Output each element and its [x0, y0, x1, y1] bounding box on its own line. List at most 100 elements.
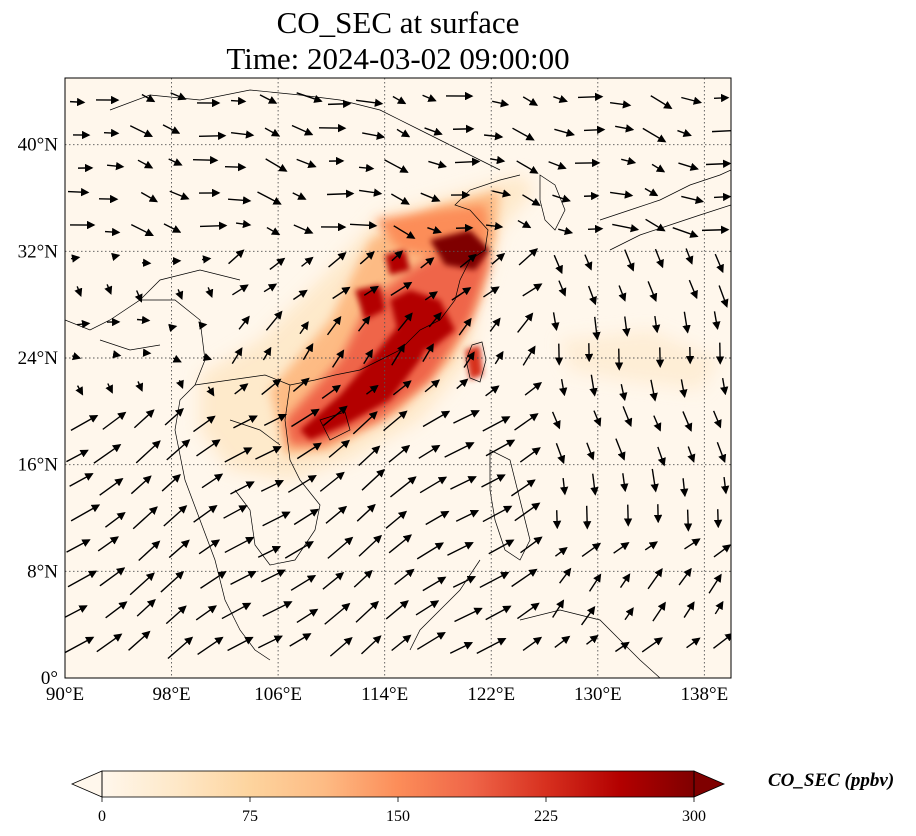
wind-arrow	[590, 473, 599, 496]
wind-arrow	[494, 350, 504, 365]
wind-arrow	[390, 193, 410, 205]
wind-arrow	[424, 291, 438, 301]
wind-arrow	[228, 249, 245, 265]
wind-arrow	[482, 416, 511, 432]
wind-arrow	[221, 602, 252, 620]
wind-arrow	[172, 354, 182, 363]
wind-arrow	[396, 128, 411, 138]
wind-vectors	[65, 91, 731, 660]
wind-arrow	[260, 480, 285, 492]
wind-arrow	[361, 468, 386, 491]
wind-arrow	[672, 226, 699, 238]
wind-arrow	[652, 601, 666, 622]
wind-arrow	[358, 534, 383, 557]
wind-arrow	[589, 374, 598, 397]
lat-tick-label: 16°N	[18, 455, 59, 476]
wind-arrow	[488, 539, 515, 555]
lat-tick-label: 0°	[41, 668, 58, 689]
wind-arrow	[353, 569, 373, 588]
wind-arrow	[162, 124, 181, 134]
wind-arrow	[365, 384, 379, 395]
wind-arrow	[463, 351, 475, 368]
wind-arrow	[319, 471, 345, 492]
wind-arrow	[587, 224, 604, 234]
wind-arrow	[424, 127, 443, 136]
wind-arrow	[592, 316, 601, 341]
wind-arrow	[326, 189, 355, 198]
wind-arrow	[511, 479, 536, 497]
wind-arrow	[586, 442, 595, 461]
wind-arrow	[197, 636, 224, 656]
wind-arrow	[284, 541, 314, 559]
wind-arrow	[232, 284, 249, 296]
wind-arrow	[392, 380, 412, 396]
wind-arrow	[551, 411, 561, 430]
wind-arrow	[223, 505, 248, 519]
wind-arrow	[130, 475, 152, 495]
wind-arrow	[712, 410, 722, 429]
wind-arrow	[302, 343, 314, 361]
wind-arrow	[644, 541, 658, 551]
wind-arrow	[388, 444, 411, 463]
wind-arrow	[614, 641, 630, 653]
wind-arrow	[492, 99, 510, 108]
wind-arrow	[69, 97, 86, 107]
wind-arrow	[522, 194, 541, 206]
wind-arrow	[681, 96, 703, 105]
wind-arrow	[363, 285, 379, 296]
wind-arrow	[265, 158, 288, 172]
lon-tick-label: 122°E	[467, 684, 515, 705]
wind-arrow	[514, 413, 539, 431]
wind-arrow	[193, 415, 216, 433]
wind-arrow	[644, 187, 659, 197]
wind-arrow	[67, 187, 90, 197]
wind-arrow	[106, 161, 125, 171]
wind-arrow	[175, 289, 184, 300]
wind-arrow	[454, 157, 481, 166]
wind-arrow	[136, 598, 156, 617]
wind-arrow	[679, 379, 688, 399]
wind-arrow	[169, 190, 190, 201]
wind-arrow	[481, 474, 506, 488]
wind-arrow	[654, 248, 664, 269]
wind-arrow	[517, 312, 534, 333]
lat-tick-label: 32°N	[18, 241, 59, 262]
wind-arrow	[104, 227, 121, 237]
wind-arrow	[322, 571, 345, 590]
wind-arrow	[681, 195, 705, 205]
wind-arrow	[552, 510, 562, 530]
wind-arrow	[235, 219, 252, 229]
wind-arrow	[713, 93, 730, 103]
colorbar-tick-label: 150	[386, 808, 410, 825]
wind-arrow	[393, 225, 416, 239]
wind-arrow	[682, 311, 691, 334]
wind-arrow	[322, 405, 348, 427]
wind-arrow	[128, 630, 151, 651]
wind-arrow	[262, 346, 272, 361]
wind-arrow	[456, 378, 469, 390]
wind-arrow	[683, 601, 695, 618]
wind-arrow	[716, 442, 727, 464]
wind-arrow	[583, 191, 600, 201]
wind-arrow	[70, 254, 81, 263]
wind-arrow	[705, 159, 731, 168]
wind-arrow	[167, 636, 194, 660]
wind-arrow	[135, 381, 144, 392]
wind-arrow	[577, 92, 604, 102]
wind-arrow	[137, 159, 154, 169]
wind-arrow	[104, 284, 113, 295]
wind-arrow	[714, 253, 724, 274]
wind-arrow	[163, 505, 188, 527]
wind-arrow	[358, 163, 375, 173]
wind-arrow	[135, 440, 161, 464]
wind-arrow	[582, 505, 592, 530]
wind-arrow	[483, 286, 500, 298]
wind-arrow	[65, 605, 88, 619]
wind-arrow	[650, 95, 673, 109]
wind-arrow	[614, 348, 624, 371]
wind-arrow	[265, 310, 283, 331]
wind-arrow	[452, 576, 477, 588]
wind-arrow	[349, 221, 378, 230]
wind-arrow	[198, 539, 221, 555]
wind-arrow	[678, 162, 699, 171]
